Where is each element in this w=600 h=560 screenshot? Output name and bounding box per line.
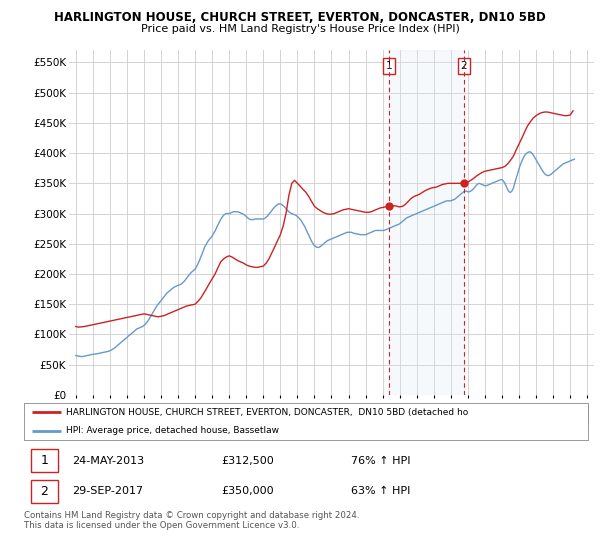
Text: 24-MAY-2013: 24-MAY-2013	[72, 456, 144, 465]
Text: HPI: Average price, detached house, Bassetlaw: HPI: Average price, detached house, Bass…	[66, 426, 280, 435]
Text: HARLINGTON HOUSE, CHURCH STREET, EVERTON, DONCASTER,  DN10 5BD (detached ho: HARLINGTON HOUSE, CHURCH STREET, EVERTON…	[66, 408, 469, 417]
Text: 63% ↑ HPI: 63% ↑ HPI	[351, 487, 410, 496]
Text: Contains HM Land Registry data © Crown copyright and database right 2024.
This d: Contains HM Land Registry data © Crown c…	[24, 511, 359, 530]
Text: HARLINGTON HOUSE, CHURCH STREET, EVERTON, DONCASTER, DN10 5BD: HARLINGTON HOUSE, CHURCH STREET, EVERTON…	[54, 11, 546, 24]
Text: Price paid vs. HM Land Registry's House Price Index (HPI): Price paid vs. HM Land Registry's House …	[140, 24, 460, 34]
Text: £312,500: £312,500	[221, 456, 274, 465]
Text: 2: 2	[460, 61, 467, 71]
Bar	[389, 50, 464, 395]
Text: 76% ↑ HPI: 76% ↑ HPI	[351, 456, 410, 465]
Text: £350,000: £350,000	[221, 487, 274, 496]
Bar	[31, 449, 58, 472]
Text: 29-SEP-2017: 29-SEP-2017	[72, 487, 143, 496]
Text: 2: 2	[40, 485, 48, 498]
Bar	[31, 480, 58, 503]
Text: 1: 1	[40, 454, 48, 467]
Text: 1: 1	[386, 61, 392, 71]
